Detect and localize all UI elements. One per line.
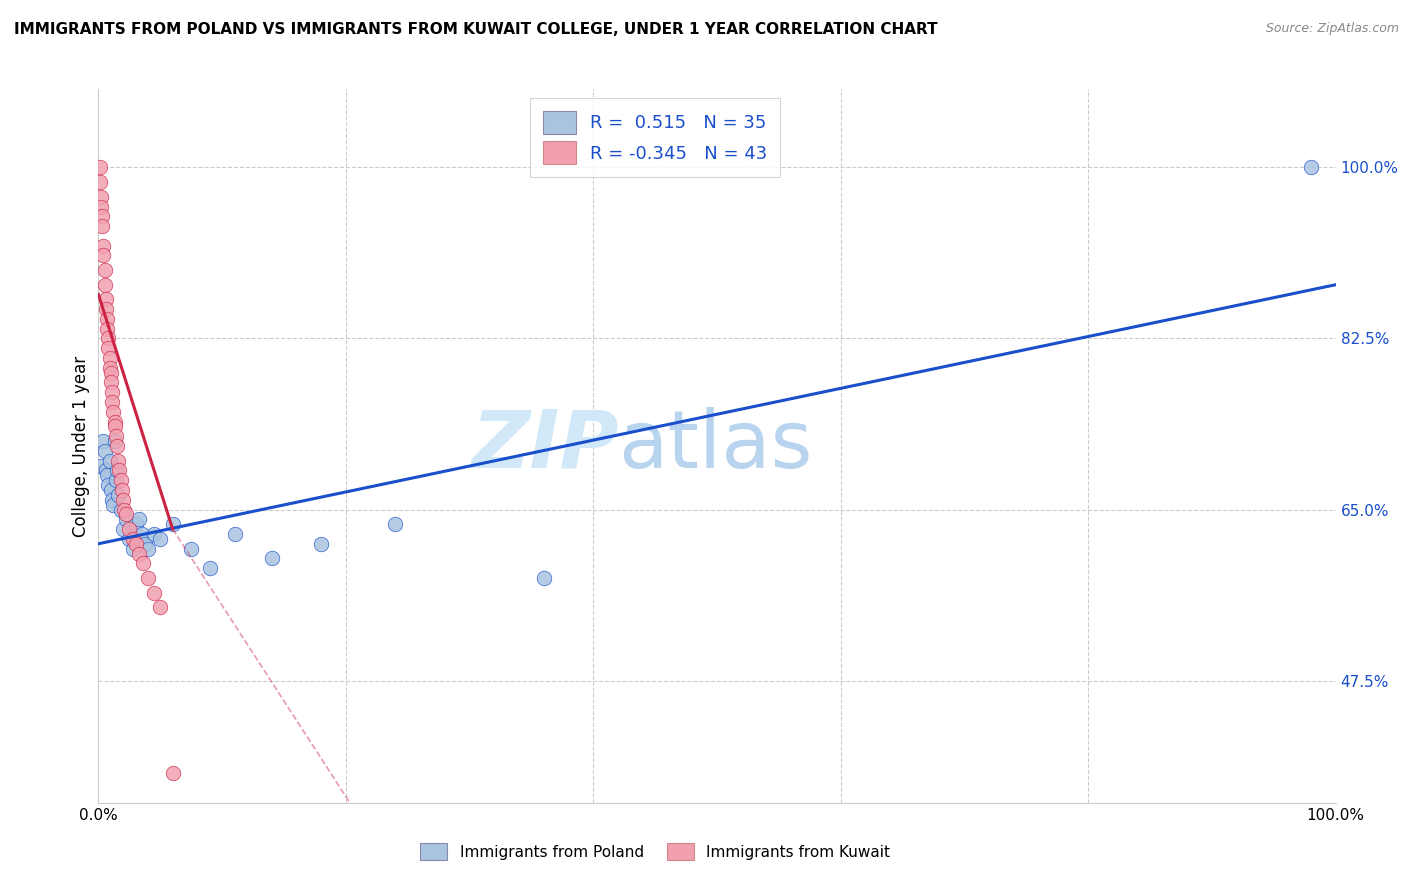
Point bbox=[122, 541, 145, 556]
Point bbox=[114, 508, 136, 522]
Y-axis label: College, Under 1 year: College, Under 1 year bbox=[72, 355, 90, 537]
Point bbox=[90, 190, 112, 204]
Point bbox=[105, 463, 128, 477]
Point bbox=[110, 473, 132, 487]
Point bbox=[93, 248, 115, 262]
Point bbox=[96, 468, 118, 483]
Point bbox=[118, 522, 141, 536]
Point bbox=[96, 312, 118, 326]
Legend: Immigrants from Poland, Immigrants from Kuwait: Immigrants from Poland, Immigrants from … bbox=[413, 837, 897, 866]
Text: atlas: atlas bbox=[619, 407, 813, 485]
Point bbox=[143, 527, 166, 541]
Point bbox=[93, 434, 115, 449]
Point bbox=[162, 517, 184, 532]
Point bbox=[132, 557, 155, 571]
Point bbox=[112, 502, 135, 516]
Point bbox=[124, 517, 146, 532]
Point bbox=[93, 443, 115, 458]
Point bbox=[94, 302, 117, 317]
Point bbox=[98, 360, 121, 375]
Point bbox=[93, 277, 115, 292]
Point bbox=[103, 434, 125, 449]
Point bbox=[110, 502, 132, 516]
Point bbox=[101, 492, 124, 507]
Point bbox=[112, 522, 135, 536]
Point bbox=[128, 547, 150, 561]
Point bbox=[128, 512, 150, 526]
Point bbox=[90, 200, 112, 214]
Point bbox=[89, 161, 111, 175]
Point bbox=[105, 439, 128, 453]
Point bbox=[224, 527, 246, 541]
Point bbox=[103, 419, 125, 434]
Point bbox=[198, 561, 221, 575]
Point bbox=[112, 492, 135, 507]
Point bbox=[97, 478, 120, 492]
Point bbox=[103, 498, 125, 512]
Point bbox=[107, 453, 129, 467]
Point bbox=[101, 395, 124, 409]
Point bbox=[93, 238, 115, 252]
Point bbox=[134, 537, 156, 551]
Point bbox=[91, 209, 114, 223]
Point bbox=[114, 512, 136, 526]
Point bbox=[103, 405, 125, 419]
Point bbox=[97, 331, 120, 345]
Point bbox=[94, 463, 117, 477]
Point bbox=[100, 376, 122, 390]
Point bbox=[1299, 161, 1322, 175]
Point bbox=[107, 488, 129, 502]
Point bbox=[98, 453, 121, 467]
Text: ZIP: ZIP bbox=[471, 407, 619, 485]
Point bbox=[533, 571, 555, 585]
Point bbox=[97, 341, 120, 355]
Point bbox=[136, 541, 159, 556]
Point bbox=[149, 532, 172, 546]
Point bbox=[260, 551, 283, 566]
Point bbox=[108, 463, 131, 477]
Point bbox=[143, 585, 166, 599]
Text: IMMIGRANTS FROM POLAND VS IMMIGRANTS FROM KUWAIT COLLEGE, UNDER 1 YEAR CORRELATI: IMMIGRANTS FROM POLAND VS IMMIGRANTS FRO… bbox=[14, 22, 938, 37]
Point bbox=[104, 429, 127, 443]
Point bbox=[100, 366, 122, 380]
Point bbox=[101, 385, 124, 400]
Point bbox=[131, 527, 153, 541]
Point bbox=[91, 219, 114, 233]
Point bbox=[180, 541, 202, 556]
Point bbox=[89, 175, 111, 189]
Point bbox=[96, 321, 118, 335]
Point bbox=[93, 263, 115, 277]
Point bbox=[384, 517, 406, 532]
Point bbox=[124, 537, 146, 551]
Point bbox=[100, 483, 122, 497]
Point bbox=[309, 537, 332, 551]
Point bbox=[149, 600, 172, 615]
Point bbox=[122, 532, 145, 546]
Point bbox=[94, 293, 117, 307]
Point bbox=[90, 458, 112, 473]
Point bbox=[136, 571, 159, 585]
Text: Source: ZipAtlas.com: Source: ZipAtlas.com bbox=[1265, 22, 1399, 36]
Point bbox=[162, 766, 184, 780]
Point bbox=[104, 473, 127, 487]
Point bbox=[111, 483, 134, 497]
Point bbox=[118, 532, 141, 546]
Point bbox=[103, 415, 125, 429]
Point bbox=[98, 351, 121, 365]
